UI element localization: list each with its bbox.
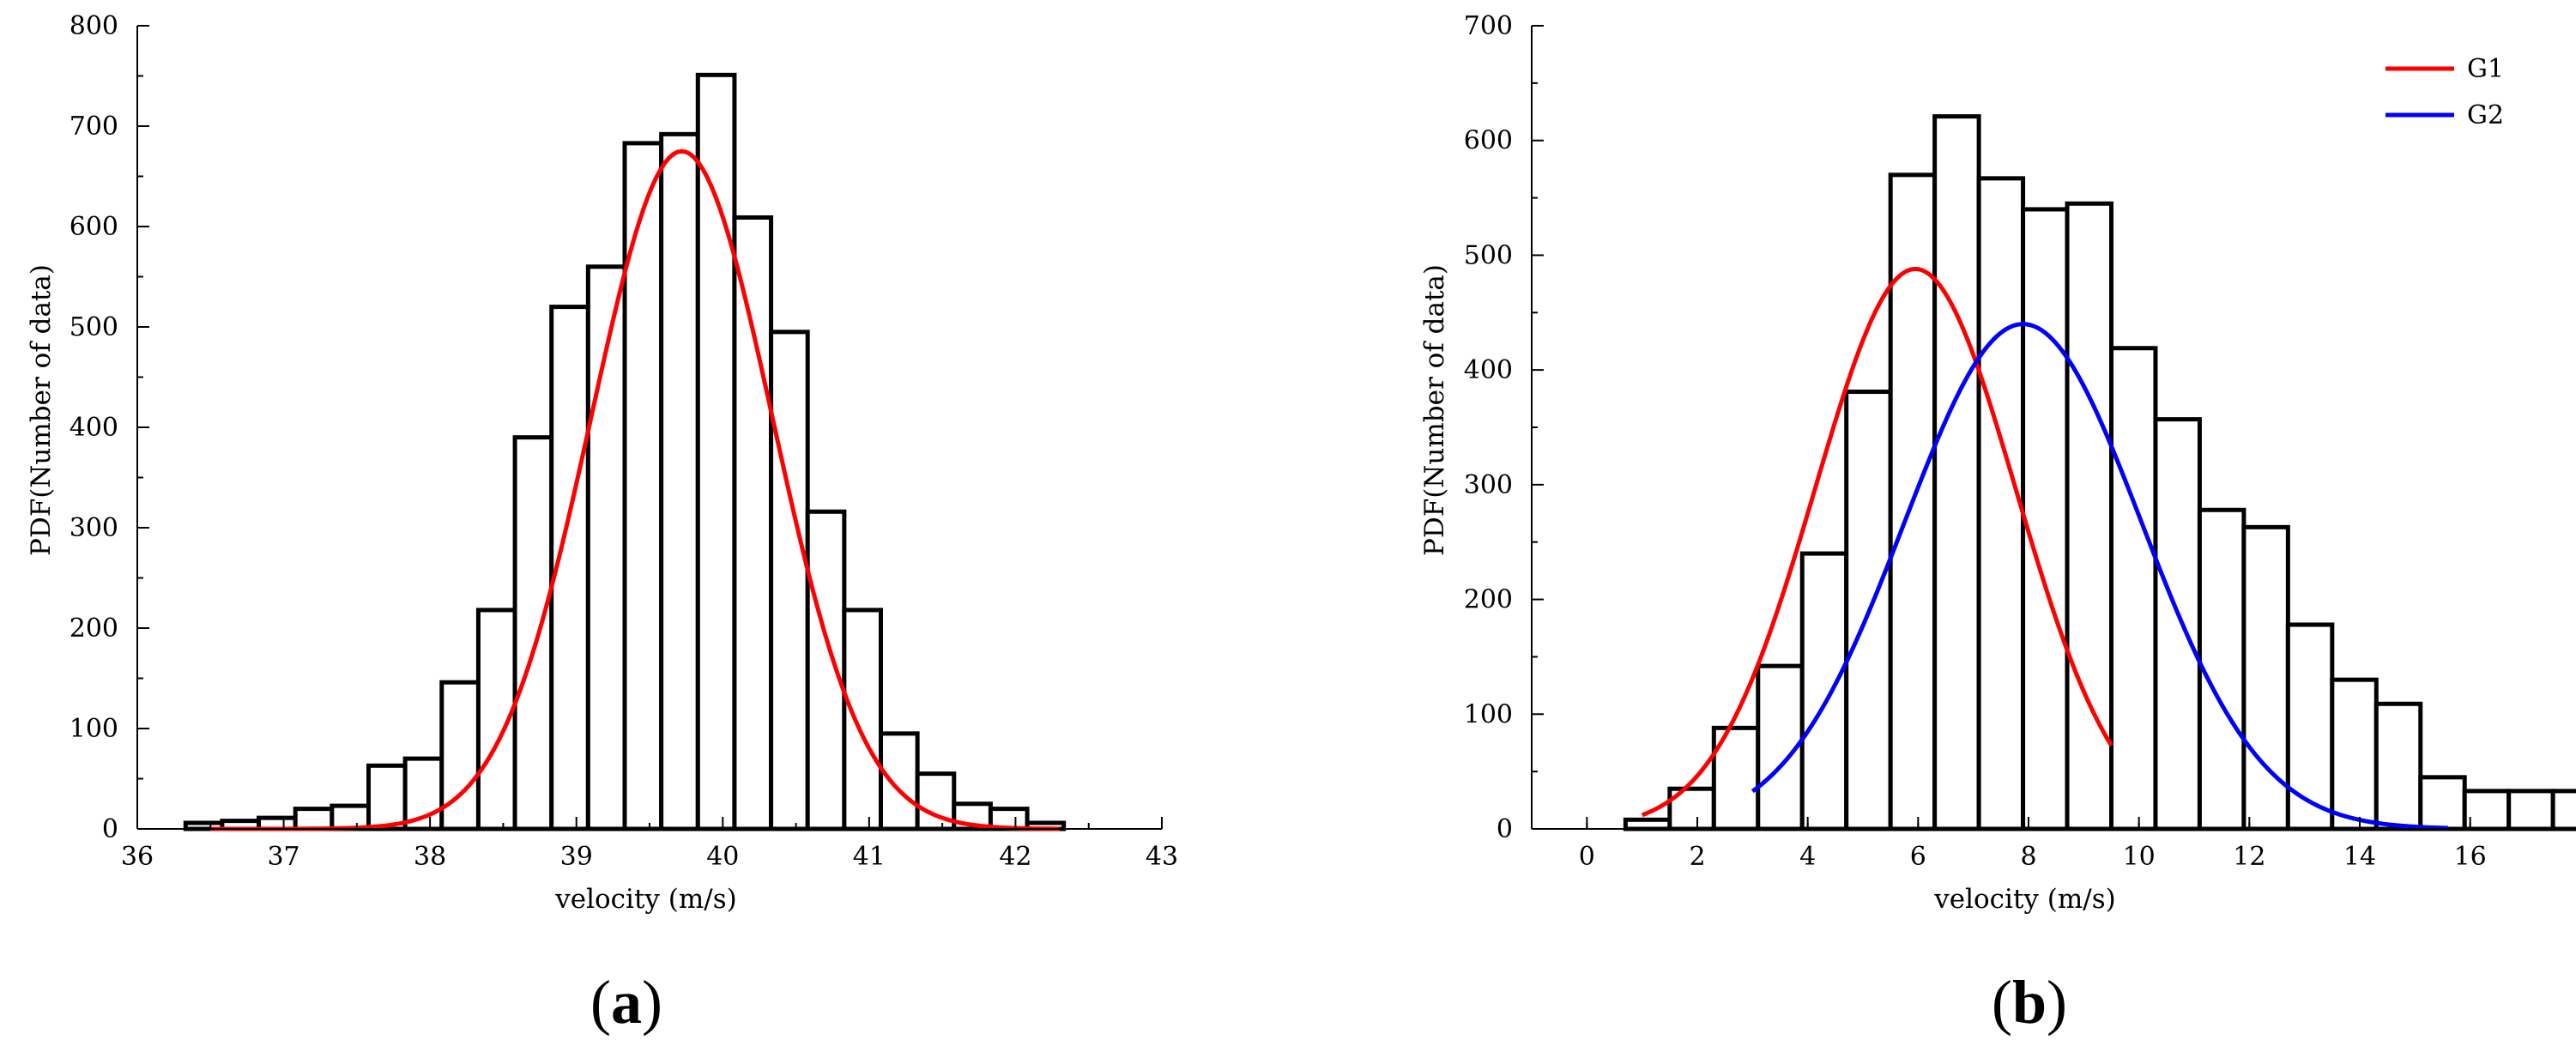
panel-a-x-tick-label: 37 (267, 842, 299, 872)
panel-b-ticks: 0 2 4 6 8 10 12 14 16 0 100 200 300 400 500 600 700 (1464, 11, 2487, 872)
panel-a-x-tick-label: 39 (560, 842, 593, 872)
panel-b-fit-curve-g1 (1641, 267, 2113, 818)
panel-a-histogram-bar (366, 763, 408, 831)
panel-b-histogram-bar (1932, 114, 1981, 831)
panel-a-y-tick-label: 400 (70, 413, 118, 443)
panel-a-histogram-bar (842, 608, 884, 831)
panel-b-label: (b) (1992, 968, 2067, 1037)
panel-b-histogram-bar (2462, 789, 2512, 831)
panel-b-x-tick-label: 14 (2343, 842, 2376, 872)
panel-b-y-tick-label: 600 (1464, 126, 1513, 156)
panel-a-histogram-bar (293, 807, 335, 831)
panel-a-x-tick-label: 40 (706, 842, 739, 872)
panel-a-y-tick-label: 0 (102, 814, 118, 844)
panel-b-histogram-bar (2197, 507, 2246, 831)
panel-b-x-axis-title: velocity (m/s) (1933, 884, 2115, 915)
panel-a-y-tick-label: 200 (70, 614, 118, 644)
panel-b-x-tick-label: 8 (2020, 842, 2036, 872)
panel-a: 36 37 38 39 40 41 42 43 0 100 200 300 400 500 600 700 80… (26, 11, 1178, 1037)
panel-b-x-tick-label: 12 (2233, 842, 2265, 872)
panel-b-legend-label-g1: G1 (2467, 54, 2504, 84)
panel-b-x-tick-label: 10 (2123, 842, 2156, 872)
panel-b-histogram-bar (2153, 417, 2202, 831)
panel-a-histogram-bar (695, 72, 737, 831)
panel-b-y-tick-label: 100 (1464, 699, 1513, 729)
panel-b-histogram-bar (2285, 622, 2335, 831)
panel-b-histogram-bar (2373, 701, 2423, 831)
panel-b-x-tick-label: 6 (1910, 842, 1926, 872)
panel-b-histogram-bar (1623, 817, 1672, 831)
panel-b-histogram-bar (2109, 346, 2158, 831)
panel-b-legend-label-g2: G2 (2467, 100, 2504, 130)
panel-a-y-tick-label: 500 (70, 312, 118, 342)
panel-b-histogram-bar (2506, 789, 2555, 831)
panel-b-histogram-bar (2330, 677, 2379, 831)
panel-a-x-axis-title: velocity (m/s) (554, 884, 736, 915)
panel-b-x-tick-label: 2 (1689, 842, 1705, 872)
panel-b-y-tick-label: 700 (1464, 11, 1513, 41)
panel-b-y-tick-label: 0 (1497, 814, 1513, 844)
panel-a-y-tick-label: 600 (70, 212, 118, 242)
panel-b-histogram-bar (2418, 775, 2467, 831)
panel-a-y-axis-title: PDF(Number of data) (26, 264, 57, 556)
panel-b-histogram-bar (2550, 789, 2576, 831)
panel-b-legend: G1 G2 (2386, 54, 2504, 130)
panel-a-x-tick-label: 36 (121, 842, 154, 872)
panel-a-x-tick-label: 38 (414, 842, 446, 872)
panel-a-histogram-bar (659, 131, 700, 831)
panel-a-ticks: 36 37 38 39 40 41 42 43 0 100 200 300 400 500 600 700 80… (70, 11, 1178, 872)
panel-a-histogram-bar (512, 435, 554, 831)
panel-b-fit-curve-g2 (1751, 322, 2448, 831)
panel-a-x-tick-label: 41 (853, 842, 886, 872)
panel-a-label: (a) (590, 968, 662, 1037)
panel-a-histogram-bar (805, 509, 847, 831)
panel-b-histogram-bar (1976, 176, 2026, 831)
panel-b-fit-curves (1641, 267, 2448, 831)
panel-b-histogram-bar (2021, 207, 2070, 831)
panel-b-histogram-bar (1799, 551, 1849, 831)
panel-a-fit-curves (210, 148, 1060, 831)
panel-b-y-tick-label: 300 (1464, 470, 1513, 500)
panel-a-y-tick-label: 800 (70, 11, 118, 41)
panel-b-x-tick-label: 0 (1579, 842, 1595, 872)
panel-a-x-tick-label: 43 (1146, 842, 1178, 872)
panel-a-histogram-bar (732, 215, 774, 831)
panel-a-y-tick-label: 700 (70, 112, 118, 142)
panel-b-bars (1623, 114, 2576, 831)
panel-b-x-tick-label: 16 (2454, 842, 2487, 872)
panel-a-histogram-bar (769, 330, 810, 831)
panel-a-y-tick-label: 100 (70, 714, 118, 744)
panel-b-y-axis-title: PDF(Number of data) (1419, 264, 1450, 556)
panel-b-label-letter: b (2012, 968, 2047, 1037)
panel-a-histogram-bar (879, 731, 920, 831)
panel-a-fit-curve-fit (210, 148, 1060, 831)
panel-b: 0 2 4 6 8 10 12 14 16 0 100 200 300 400 500 600 700 velo… (1419, 11, 2576, 1037)
panel-a-y-tick-label: 300 (70, 513, 118, 543)
panel-a-x-tick-label: 42 (999, 842, 1031, 872)
panel-a-label-letter: a (611, 968, 642, 1037)
panel-b-y-tick-label: 500 (1464, 240, 1513, 270)
panel-b-y-tick-label: 400 (1464, 355, 1513, 385)
panel-b-y-tick-label: 200 (1464, 585, 1513, 615)
panel-b-x-tick-label: 4 (1799, 842, 1816, 872)
